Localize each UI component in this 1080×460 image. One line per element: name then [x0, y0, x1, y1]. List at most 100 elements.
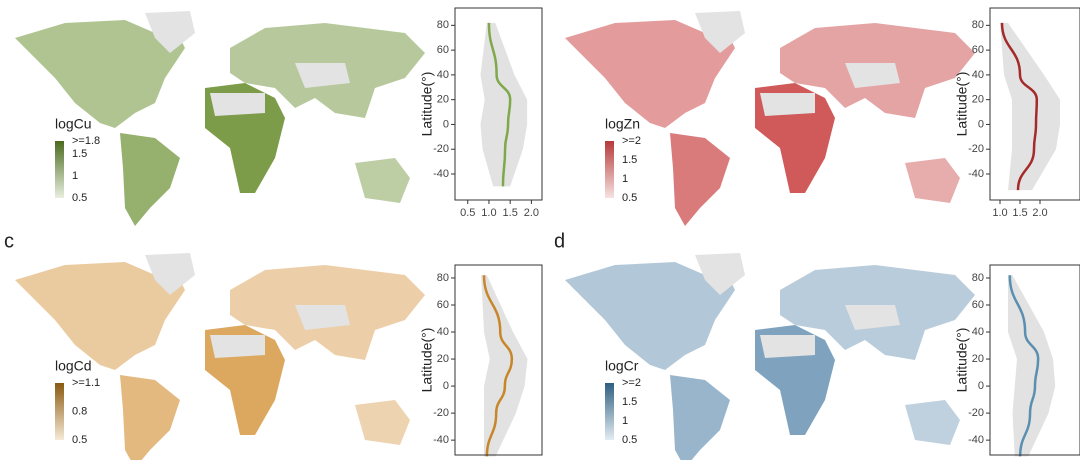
- legend-tick-label: >=2: [622, 135, 641, 147]
- y-tick-label: 80: [437, 19, 449, 31]
- x-tick-label: 0.5: [460, 207, 475, 219]
- legend-tick-label: 1: [622, 415, 628, 427]
- legend-title: logCu: [55, 116, 92, 132]
- x-tick-label: 2.0: [1032, 207, 1047, 219]
- legend-title: logCd: [55, 358, 92, 374]
- continent: [760, 93, 815, 116]
- x-tick-label: 1.0: [481, 207, 496, 219]
- panel-label: c: [4, 230, 14, 252]
- y-tick-label: 0: [978, 118, 984, 130]
- legend-tick-label: 0.5: [72, 434, 87, 446]
- map: [565, 253, 975, 460]
- legend-tick-label: >=2: [622, 377, 641, 389]
- distribution-band: [480, 22, 528, 187]
- color-bar: [55, 141, 64, 198]
- y-tick-label: 20: [972, 94, 984, 106]
- map: [15, 11, 425, 226]
- continent: [760, 335, 815, 358]
- y-axis-label: Latitude(°): [419, 72, 435, 137]
- continent: [295, 63, 350, 88]
- y-tick-label: -20: [433, 407, 449, 419]
- distribution-band: [1000, 22, 1060, 191]
- y-tick-label: -40: [968, 168, 984, 180]
- y-tick-label: 0: [443, 380, 449, 392]
- legend-tick-label: 1: [72, 170, 78, 182]
- legend-tick-label: 1.5: [622, 396, 637, 408]
- map: [565, 11, 975, 226]
- y-tick-label: -20: [968, 407, 984, 419]
- x-tick-label: 1.5: [503, 207, 518, 219]
- legend-tick-label: 1: [622, 173, 628, 185]
- y-tick-label: 20: [437, 353, 449, 365]
- continent: [15, 20, 185, 128]
- y-tick-label: 40: [437, 69, 449, 81]
- panel-label: d: [554, 230, 565, 252]
- profile-line: [487, 22, 512, 187]
- color-bar: [605, 141, 614, 198]
- profile-line: [1008, 275, 1040, 457]
- y-tick-label: 60: [437, 44, 449, 56]
- continent: [670, 375, 730, 460]
- y-tick-label: 20: [437, 94, 449, 106]
- continent: [670, 133, 730, 226]
- legend-tick-label: 1.5: [72, 148, 87, 160]
- continent: [355, 400, 410, 445]
- plot-frame: [454, 264, 543, 456]
- profile-line: [1000, 22, 1039, 191]
- plot-frame: [989, 7, 1080, 201]
- y-tick-label: -40: [968, 434, 984, 446]
- color-bar: [55, 383, 64, 440]
- x-tick-label: 1.0: [992, 207, 1007, 219]
- legend-title: logCr: [605, 358, 639, 374]
- plot-frame: [454, 7, 543, 201]
- distribution-band: [1008, 275, 1056, 457]
- continent: [355, 158, 410, 203]
- plot-frame: [989, 264, 1080, 456]
- continent: [905, 400, 960, 445]
- continent: [905, 158, 960, 203]
- continent: [120, 375, 180, 460]
- y-tick-label: 60: [437, 299, 449, 311]
- y-axis-label: Latitude(°): [954, 72, 970, 137]
- legend-tick-label: 1.5: [622, 154, 637, 166]
- continent: [210, 93, 265, 116]
- y-tick-label: 40: [972, 326, 984, 338]
- legend-tick-label: >=1.1: [72, 377, 100, 389]
- continent: [15, 262, 185, 370]
- continent: [565, 262, 735, 370]
- map: [15, 253, 425, 460]
- continent: [120, 133, 180, 226]
- legend-tick-label: 0.8: [72, 405, 87, 417]
- distribution-band: [481, 275, 528, 457]
- y-axis-label: Latitude(°): [954, 328, 970, 393]
- y-tick-label: 60: [972, 299, 984, 311]
- continent: [145, 253, 195, 295]
- legend-tick-label: 0.5: [622, 192, 637, 204]
- continent: [845, 305, 900, 330]
- y-tick-label: -40: [433, 168, 449, 180]
- y-tick-label: 20: [972, 353, 984, 365]
- y-tick-label: 40: [972, 69, 984, 81]
- y-axis-label: Latitude(°): [419, 328, 435, 393]
- y-tick-label: -40: [433, 434, 449, 446]
- y-tick-label: 0: [443, 118, 449, 130]
- continent: [565, 20, 735, 128]
- continent: [695, 253, 745, 295]
- y-tick-label: 80: [437, 272, 449, 284]
- continent: [695, 11, 745, 53]
- legend-tick-label: 0.5: [72, 192, 87, 204]
- y-tick-label: 60: [972, 44, 984, 56]
- legend-tick-label: >=1.8: [72, 135, 100, 147]
- y-tick-label: -20: [968, 143, 984, 155]
- legend-tick-label: 0.5: [622, 434, 637, 446]
- continent: [145, 11, 195, 53]
- x-tick-label: 2.0: [524, 207, 539, 219]
- color-bar: [605, 383, 614, 440]
- y-tick-label: 40: [437, 326, 449, 338]
- x-tick-label: 1.5: [1012, 207, 1027, 219]
- legend-title: logZn: [605, 116, 640, 132]
- continent: [295, 305, 350, 330]
- y-tick-label: 80: [972, 19, 984, 31]
- y-tick-label: 0: [978, 380, 984, 392]
